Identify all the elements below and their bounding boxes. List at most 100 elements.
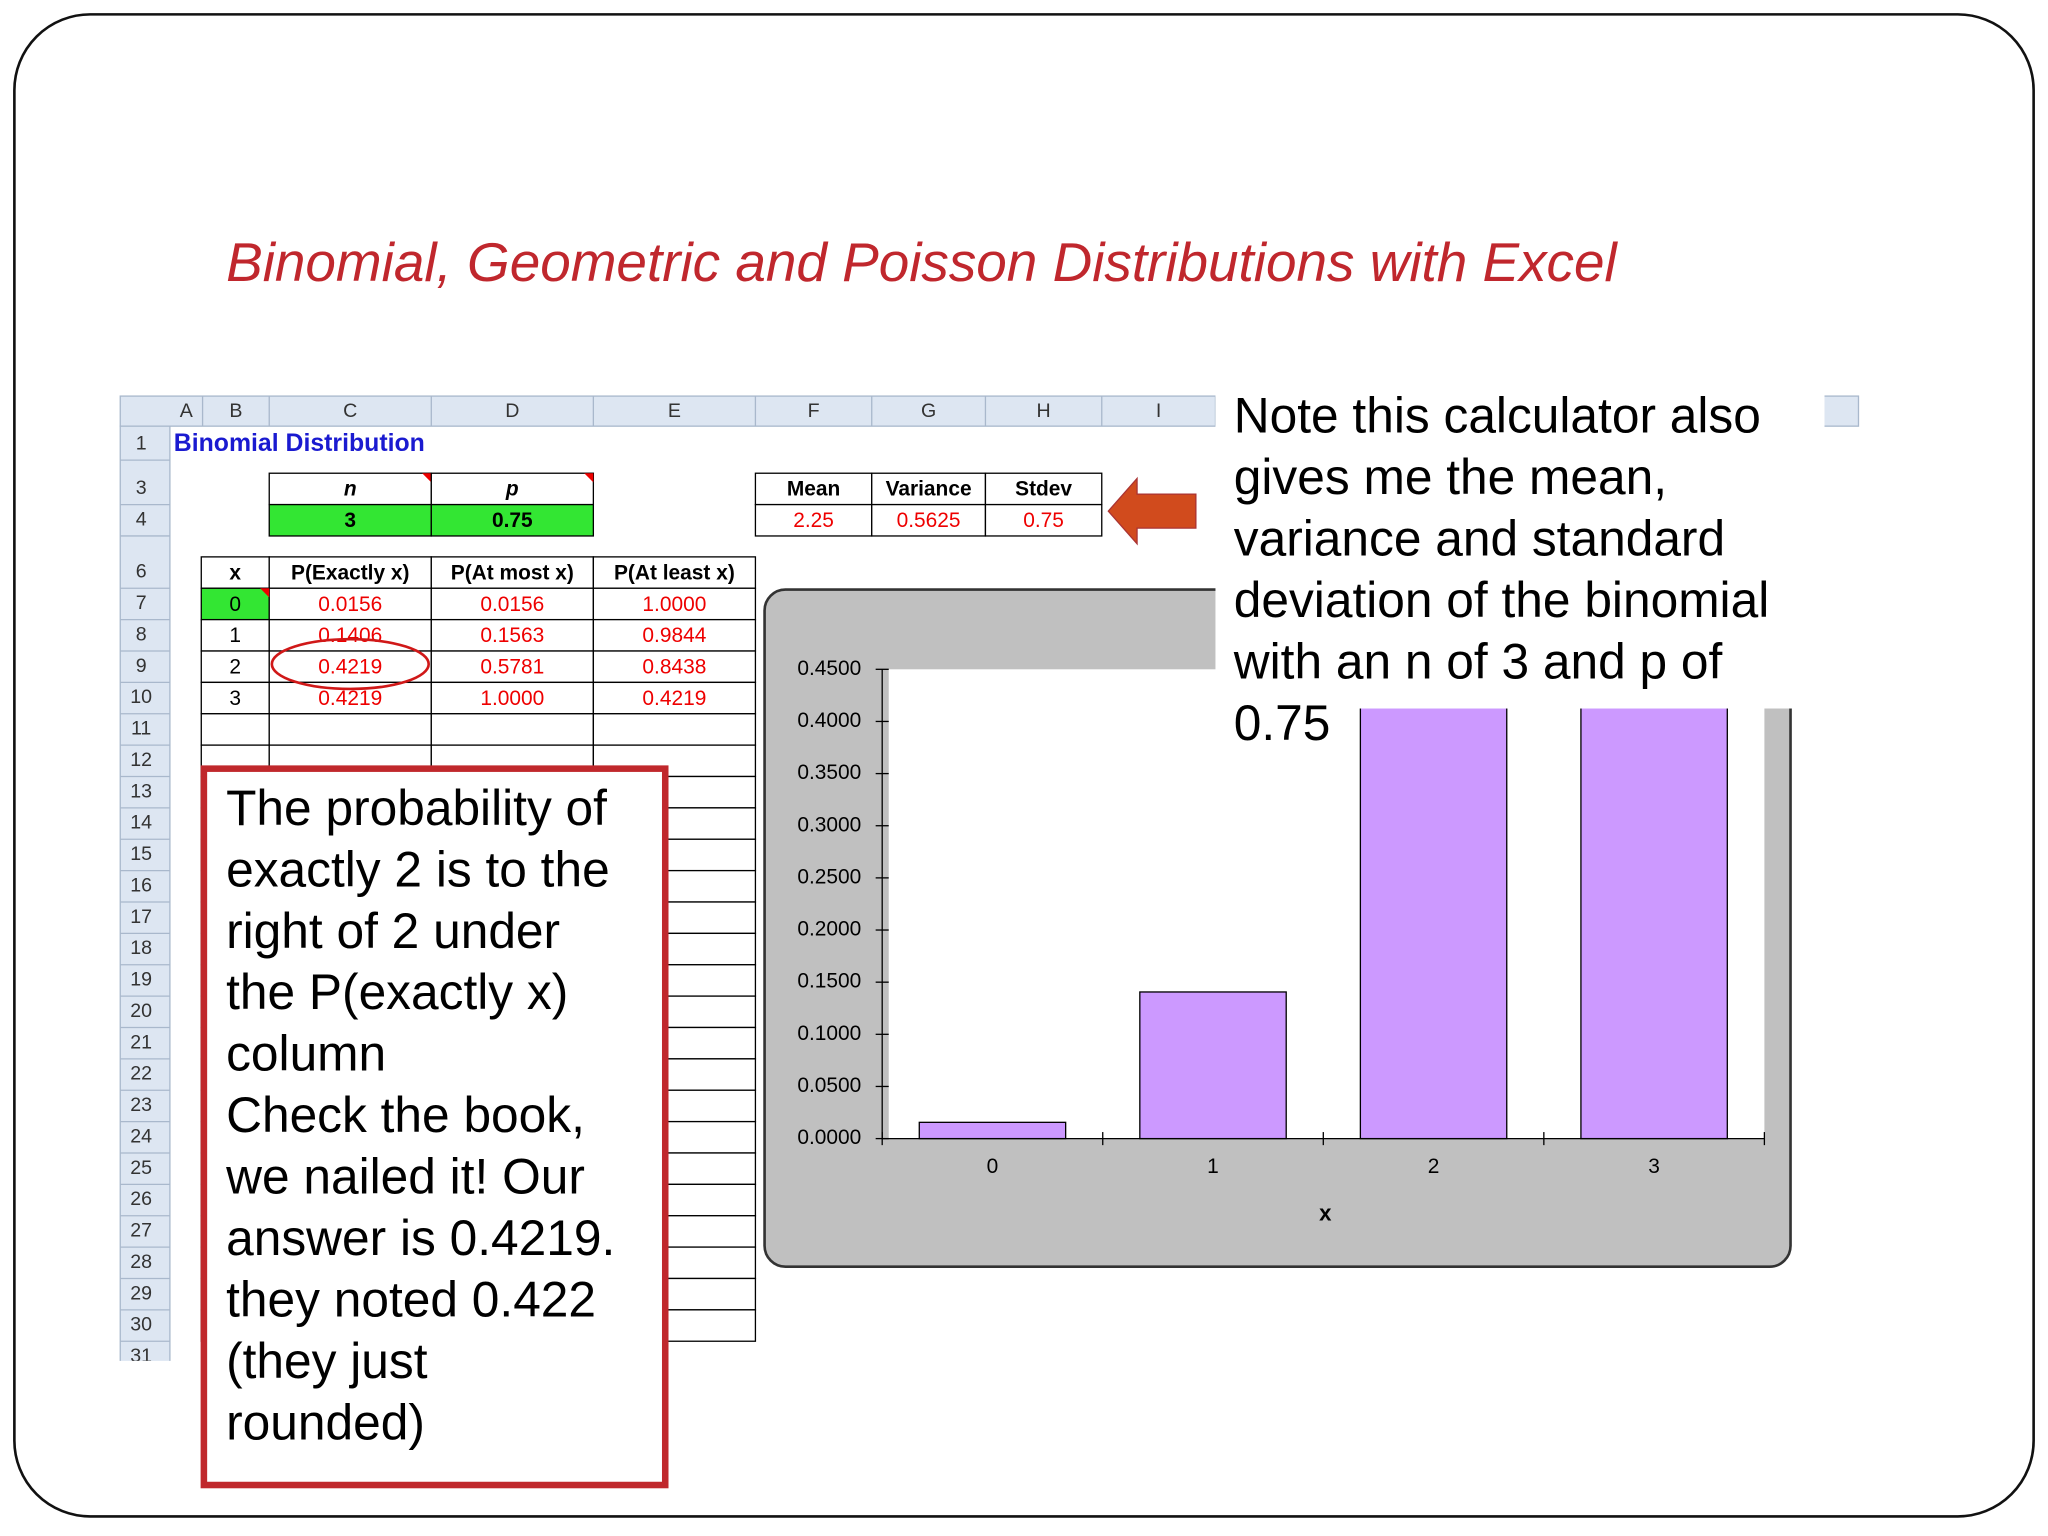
bar [1359,697,1508,1140]
column-header: B [229,400,242,422]
table-cell [430,713,595,746]
table-cell [430,556,595,589]
row-header: 8 [136,623,147,645]
table-cell [430,681,595,715]
table-value: 0.4219 [642,687,706,710]
table-value: 0.4219 [318,687,382,710]
table-cell [200,650,270,684]
table-value: 0.1406 [318,624,382,647]
table-value: 3 [229,687,241,710]
row-header: 1 [136,433,147,455]
row-header: 19 [130,969,152,991]
summary-header: Stdev [1015,478,1072,501]
note-line: 0.75 [1234,695,1331,751]
y-tick-label: 0.0500 [797,1074,861,1097]
row-header: 7 [136,592,147,614]
x-axis-label: x [1319,1200,1332,1225]
callout-line: right of 2 under [226,903,560,959]
row-header: 25 [130,1157,152,1179]
row-header-bar [119,425,171,1361]
highlight-circle [270,637,430,691]
table-value: 0.9844 [642,624,706,647]
callout-line: they noted 0.422 [226,1271,596,1327]
input-header-cell [268,472,432,506]
note-box-tail [1215,708,1352,761]
x-tick-label: 0 [987,1155,999,1178]
note-line: deviation of the binomial [1234,572,1769,628]
row-header: 22 [130,1063,152,1085]
bar [918,1121,1067,1140]
note-line: with an n of 3 and p of [1233,634,1723,690]
summary-header-cell [984,472,1103,506]
row-header: 20 [130,1000,152,1022]
slide-title: Binomial, Geometric and Poisson Distribu… [226,231,1618,293]
table-cell [268,556,432,589]
row-header: 6 [136,561,147,583]
bar [1580,697,1728,1140]
column-header: A [180,400,194,422]
table-value: 1.0000 [480,687,544,710]
table-value: 0.0156 [318,593,382,616]
y-tick-label: 0.4000 [797,709,861,732]
bar [1139,991,1287,1140]
x-tick-label: 3 [1648,1155,1660,1178]
summary-value-cell [984,503,1103,537]
table-value: 0.8438 [642,656,706,679]
callout-line: exactly 2 is to the [226,841,610,897]
summary-value-cell [754,503,873,537]
table-value: 0.5781 [480,656,544,679]
table-cell [592,618,757,652]
summary-value: 2.25 [793,509,834,532]
y-tick-label: 0.2500 [797,865,861,888]
row-header: 27 [130,1220,152,1242]
y-tick-label: 0.1000 [797,1022,861,1045]
row-header: 10 [130,686,152,708]
comment-marker [422,473,432,483]
row-header: 11 [131,718,151,740]
row-header: 3 [136,477,147,499]
table-header: P(Exactly x) [291,561,410,584]
column-header: G [921,400,936,422]
table-header: P(At least x) [614,561,735,584]
sheet-heading: Binomial Distribution [174,430,425,457]
table-cell [592,650,757,684]
table-cell [268,681,432,715]
callout-line: (they just [226,1333,428,1389]
note-line: gives me the mean, [1234,449,1667,505]
callout-line: column [226,1026,386,1082]
callout-line: answer is 0.4219. [226,1210,615,1266]
row-header: 16 [130,874,152,896]
column-header: F [808,400,820,422]
note-line: variance and standard [1234,511,1725,567]
row-header: 14 [130,812,152,834]
summary-value: 0.5625 [897,509,961,532]
callout-line: we nailed it! Our [225,1149,585,1205]
row-header: 29 [130,1282,152,1304]
row-header: 9 [136,655,147,677]
row-header: 26 [130,1188,152,1210]
summary-value: 0.75 [1023,509,1064,532]
row-header: 28 [130,1251,152,1273]
row-header: 30 [130,1314,152,1336]
column-header: D [505,400,519,422]
input-header-cell [430,472,595,506]
table-cell [592,713,757,746]
note-line: Note this calculator also [1234,388,1761,444]
table-value: 1.0000 [642,593,706,616]
table-value: 1 [229,624,241,647]
table-value: 0.1563 [480,624,544,647]
row-header: 15 [130,843,152,865]
chart: 0.0000 0.0500 0.1000 0.1500 0.2000 0.2500 0.30… [763,588,1792,1269]
y-tick-label: 0.2000 [797,918,861,941]
table-cell [592,556,757,589]
table-cell [430,587,595,621]
input-value: 0.75 [492,509,533,532]
row-header: 4 [136,508,147,530]
table-value: 0.4219 [318,656,382,679]
y-tick-label: 0.0000 [797,1126,861,1149]
table-header: P(At most x) [451,561,574,584]
table-cell [430,618,595,652]
